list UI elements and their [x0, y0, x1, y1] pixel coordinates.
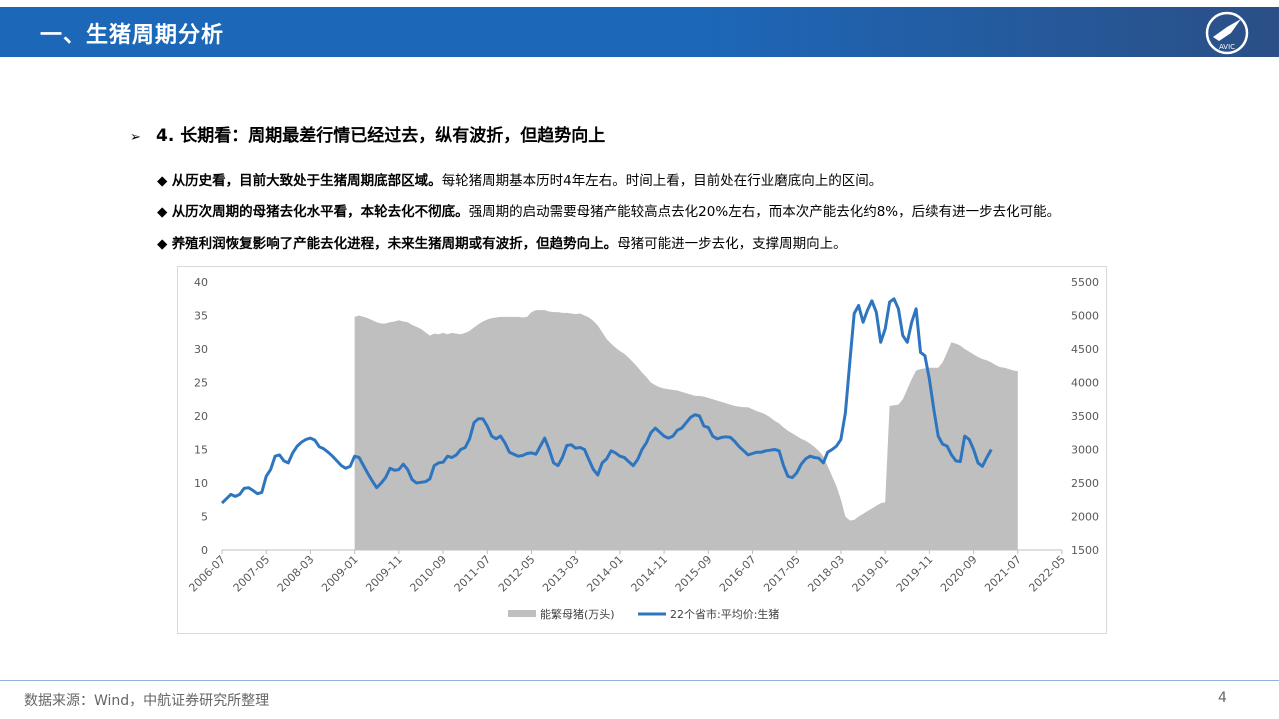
- logo-text: AVIC: [1219, 43, 1235, 51]
- diamond-bullet-icon: ◆: [157, 236, 168, 252]
- left-axis-tick-label: 35: [194, 310, 208, 323]
- avic-logo: AVIC: [1205, 11, 1249, 55]
- x-axis-tick-label: 2019-01: [850, 553, 892, 595]
- sow-inventory-area: [354, 310, 1018, 550]
- right-axis-tick-label: 5500: [1071, 276, 1099, 289]
- x-axis-tick-label: 2013-03: [540, 553, 582, 595]
- footer-divider: [0, 680, 1279, 681]
- x-axis-tick-label: 2011-07: [452, 553, 494, 595]
- header-bar: 一、生猪周期分析 AVIC: [0, 7, 1279, 57]
- diamond-bullet-icon: ◆: [157, 173, 168, 189]
- left-axis-tick-label: 5: [201, 511, 208, 524]
- section-heading-text: 4. 长期看：周期最差行情已经过去，纵有波折，但趋势向上: [156, 126, 606, 146]
- bullet-bold-text: 从历次周期的母猪去化水平看，本轮去化不彻底。: [171, 204, 469, 220]
- arrow-bullet-icon: ➢: [130, 130, 141, 145]
- x-axis-tick-label: 2009-01: [319, 553, 361, 595]
- bullet-text: 每轮猪周期基本历时4年左右。时间上看，目前处在行业磨底向上的区间。: [441, 173, 883, 189]
- x-axis-tick-label: 2022-05: [1026, 553, 1068, 595]
- left-axis-tick-label: 10: [194, 477, 208, 490]
- page-title: 一、生猪周期分析: [40, 23, 225, 48]
- x-axis-tick-label: 2019-11: [894, 553, 936, 595]
- right-axis-tick-label: 3500: [1071, 410, 1099, 423]
- left-axis-tick-label: 0: [201, 544, 208, 557]
- legend-label-sows: 能繁母猪(万头): [540, 607, 615, 621]
- right-axis-tick-label: 5000: [1071, 310, 1099, 323]
- right-axis-tick-label: 4500: [1071, 343, 1099, 356]
- section-heading: ➢ 4. 长期看：周期最差行情已经过去，纵有波折，但趋势向上: [130, 121, 605, 146]
- x-axis-tick-label: 2008-03: [275, 553, 317, 595]
- bullet-bold-text: 从历史看，目前大致处于生猪周期底部区域。: [171, 173, 442, 189]
- page-number: 4: [1218, 690, 1227, 706]
- x-axis-tick-label: 2017-05: [761, 553, 803, 595]
- sow-hog-price-chart: 0 5 10 15 20 25 30 35 40 1500 2000 2500 3000 3500 4000…: [186, 276, 1099, 621]
- x-axis-tick-label: 2007-05: [231, 553, 273, 595]
- chart-container: 0 5 10 15 20 25 30 35 40 1500 2000 2500 3000 3500 4000…: [177, 266, 1107, 634]
- x-axis-tick-label: 2021-07: [982, 553, 1024, 595]
- left-axis-tick-label: 25: [194, 377, 208, 390]
- right-axis-tick-label: 3000: [1071, 444, 1099, 457]
- bullet-item: ◆ 从历史看，目前大致处于生猪周期底部区域。每轮猪周期基本历时4年左右。时间上看…: [157, 169, 882, 189]
- x-axis-tick-label: 2014-01: [584, 553, 626, 595]
- left-axis-tick-label: 30: [194, 343, 208, 356]
- bullet-bold-text: 养殖利润恢复影响了产能去化进程，未来生猪周期或有波折，但趋势向上。: [171, 236, 618, 252]
- right-axis-tick-label: 2000: [1071, 511, 1099, 524]
- x-axis-tick-label: 2020-09: [938, 553, 980, 595]
- left-axis-tick-label: 15: [194, 444, 208, 457]
- right-axis-tick-label: 4000: [1071, 377, 1099, 390]
- bullet-text: 母猪可能进一步去化，支撑周期向上。: [617, 236, 847, 252]
- left-axis-tick-label: 40: [194, 276, 208, 289]
- hog-price-line: [220, 297, 993, 505]
- right-axis-tick-label: 2500: [1071, 477, 1099, 490]
- x-axis-tick-label: 2016-07: [717, 553, 759, 595]
- x-axis-tick-label: 2010-09: [407, 553, 449, 595]
- x-axis-tick-label: 2018-03: [805, 553, 847, 595]
- x-axis-tick-label: 2009-11: [363, 553, 405, 595]
- data-source: 数据来源：Wind，中航证券研究所整理: [24, 693, 270, 709]
- right-axis-tick-label: 1500: [1071, 544, 1099, 557]
- legend-swatch-sows: [508, 610, 536, 617]
- diamond-bullet-icon: ◆: [157, 204, 168, 220]
- x-axis-tick-label: 2014-11: [629, 553, 671, 595]
- x-axis-tick-label: 2012-05: [496, 553, 538, 595]
- legend-label-price: 22个省市:平均价:生猪: [670, 607, 779, 621]
- left-axis-tick-label: 20: [194, 410, 208, 423]
- bullet-item: ◆ 从历次周期的母猪去化水平看，本轮去化不彻底。强周期的启动需要母猪产能较高点去…: [157, 200, 1060, 220]
- x-axis-tick-label: 2015-09: [673, 553, 715, 595]
- bullet-text: 强周期的启动需要母猪产能较高点去化20%左右，而本次产能去化约8%，后续有进一步…: [468, 204, 1061, 220]
- bullet-item: ◆ 养殖利润恢复影响了产能去化进程，未来生猪周期或有波折，但趋势向上。母猪可能进…: [157, 232, 847, 252]
- x-axis-tick-label: 2006-07: [186, 553, 228, 595]
